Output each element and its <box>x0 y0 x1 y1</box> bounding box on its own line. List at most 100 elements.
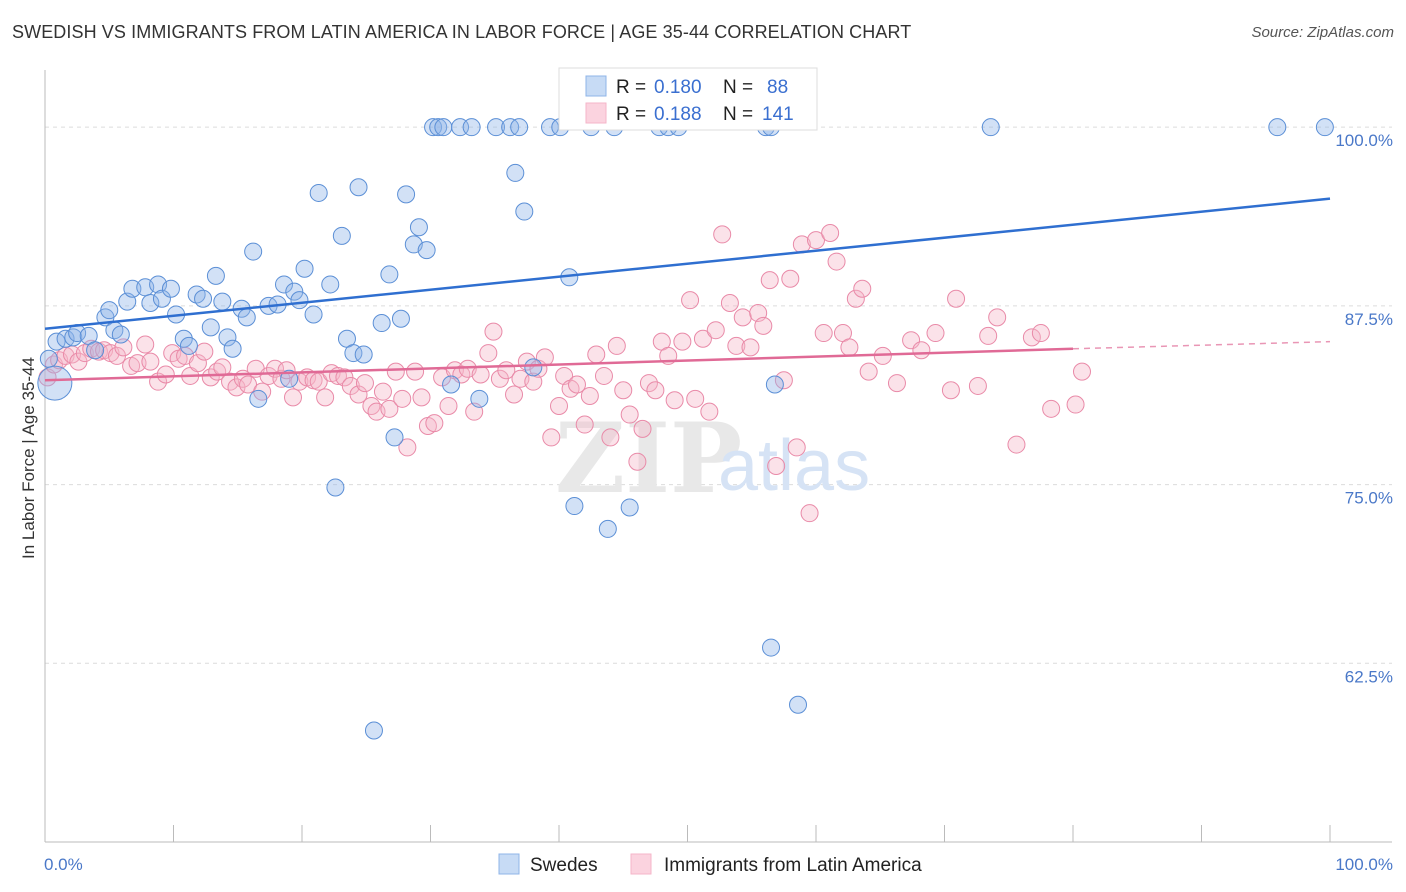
latin-america-point-43 <box>316 388 335 407</box>
legend-r-label-2: R = <box>616 104 646 125</box>
latin-america-point-114 <box>781 269 800 288</box>
swedes-point-51 <box>385 428 404 447</box>
swedes-point-64 <box>487 118 506 137</box>
latin-america-point-89 <box>614 381 633 400</box>
latin-america-point-38 <box>284 388 303 407</box>
swedes-point-48 <box>364 721 383 740</box>
latin-america-point-126 <box>859 362 878 381</box>
latin-america-point-111 <box>760 271 779 290</box>
swedes-point-59 <box>434 118 453 137</box>
swedes-point-39 <box>304 305 323 324</box>
swedes-point-83 <box>765 375 784 394</box>
swedes-point-86 <box>981 118 1000 137</box>
latin-america-point-69 <box>484 322 503 341</box>
latin-america-point-62 <box>439 396 458 415</box>
swedes-point-34 <box>275 275 294 294</box>
watermark-zip: ZIP <box>555 402 742 515</box>
latin-america-point-130 <box>912 341 931 360</box>
swedes-point-20 <box>179 336 198 355</box>
latin-america-point-87 <box>601 428 620 447</box>
latin-america-point-108 <box>741 338 760 357</box>
latin-america-trend-extension <box>1072 340 1331 350</box>
swedes-point-12 <box>123 279 142 298</box>
swedes-point-73 <box>565 497 584 516</box>
x-tick-label-max: 100.0% <box>1335 855 1393 874</box>
latin-america-point-101 <box>693 329 712 348</box>
swedes-point-53 <box>397 185 416 204</box>
latin-america-point-105 <box>720 294 739 313</box>
legend-n-label-1: N = <box>723 77 753 98</box>
series-legend-swatch-swedes <box>498 853 520 875</box>
latin-america-point-124 <box>846 289 865 308</box>
legend-r-value-2: 0.188 <box>654 104 702 125</box>
latin-america-point-15 <box>136 335 155 354</box>
latin-america-point-18 <box>156 365 175 384</box>
swedes-point-67 <box>510 118 529 137</box>
swedes-point-31 <box>249 389 268 408</box>
y-tick-label-2: 75.0% <box>1345 489 1393 508</box>
swedes-point-57 <box>424 118 443 137</box>
swedes-point-25 <box>213 292 232 311</box>
swedes-point-0 <box>39 349 58 368</box>
swedes-point-10 <box>111 325 130 344</box>
latin-america-point-99 <box>681 291 700 310</box>
swedes-point-41 <box>321 275 340 294</box>
swedes-point-62 <box>462 118 481 137</box>
latin-america-point-93 <box>639 374 658 393</box>
swedes-point-42 <box>326 478 345 497</box>
latin-america-point-49 <box>355 374 374 393</box>
swedes-point-6 <box>86 341 105 360</box>
latin-america-point-128 <box>887 374 906 393</box>
swedes-point-50 <box>380 265 399 284</box>
swedes-point-27 <box>223 339 242 358</box>
swedes-point-58 <box>429 118 448 137</box>
latin-america-point-90 <box>620 405 639 424</box>
x-tick-label-min: 0.0% <box>44 855 83 874</box>
latin-america-point-24 <box>195 342 214 361</box>
swedes-point-36 <box>285 282 304 301</box>
latin-america-point-52 <box>373 382 392 401</box>
grid-lines <box>45 126 1392 664</box>
chart-title: SWEDISH VS IMMIGRANTS FROM LATIN AMERICA… <box>12 22 912 42</box>
swedes-point-56 <box>417 241 436 260</box>
swedes-point-87 <box>1268 118 1287 137</box>
swedes-point-8 <box>100 301 119 320</box>
swedes-point-23 <box>201 318 220 337</box>
latin-america-point-68 <box>479 344 498 363</box>
series-latin-america-points <box>38 223 1091 523</box>
series-legend-swatch-latin-america <box>630 853 652 875</box>
swedes-point-84 <box>762 638 781 657</box>
latin-america-point-120 <box>821 223 840 242</box>
axes <box>44 70 1392 843</box>
swedes-point-17 <box>161 279 180 298</box>
series-legend-label-latin-america: Immigrants from Latin America <box>664 855 922 876</box>
swedes-cluster-point <box>37 365 73 401</box>
latin-america-point-82 <box>567 375 586 394</box>
swedes-point-26 <box>218 328 237 347</box>
swedes-point-37 <box>290 291 309 310</box>
latin-america-point-85 <box>587 345 606 364</box>
swedes-point-60 <box>442 375 461 394</box>
latin-america-trend-line <box>44 347 1074 382</box>
latin-america-point-136 <box>988 308 1007 327</box>
latin-america-point-86 <box>594 366 613 385</box>
latin-america-point-91 <box>628 452 647 471</box>
latin-america-point-78 <box>542 428 561 447</box>
latin-america-point-97 <box>665 391 684 410</box>
series-legend: Swedes Immigrants from Latin America <box>498 853 922 876</box>
latin-america-point-132 <box>941 381 960 400</box>
source-label: Source: ZipAtlas.com <box>1251 24 1394 41</box>
legend-r-label-1: R = <box>616 77 646 98</box>
swedes-point-40 <box>309 183 328 202</box>
swedes-point-24 <box>206 266 225 285</box>
latin-america-point-134 <box>968 376 987 395</box>
latin-america-point-42 <box>309 372 328 391</box>
latin-america-point-117 <box>800 504 819 523</box>
latin-america-point-72 <box>505 385 524 404</box>
swedes-point-69 <box>524 358 543 377</box>
swedes-point-43 <box>332 226 351 245</box>
latin-america-point-23 <box>188 354 207 373</box>
swedes-point-2 <box>56 329 75 348</box>
swedes-point-85 <box>789 695 808 714</box>
